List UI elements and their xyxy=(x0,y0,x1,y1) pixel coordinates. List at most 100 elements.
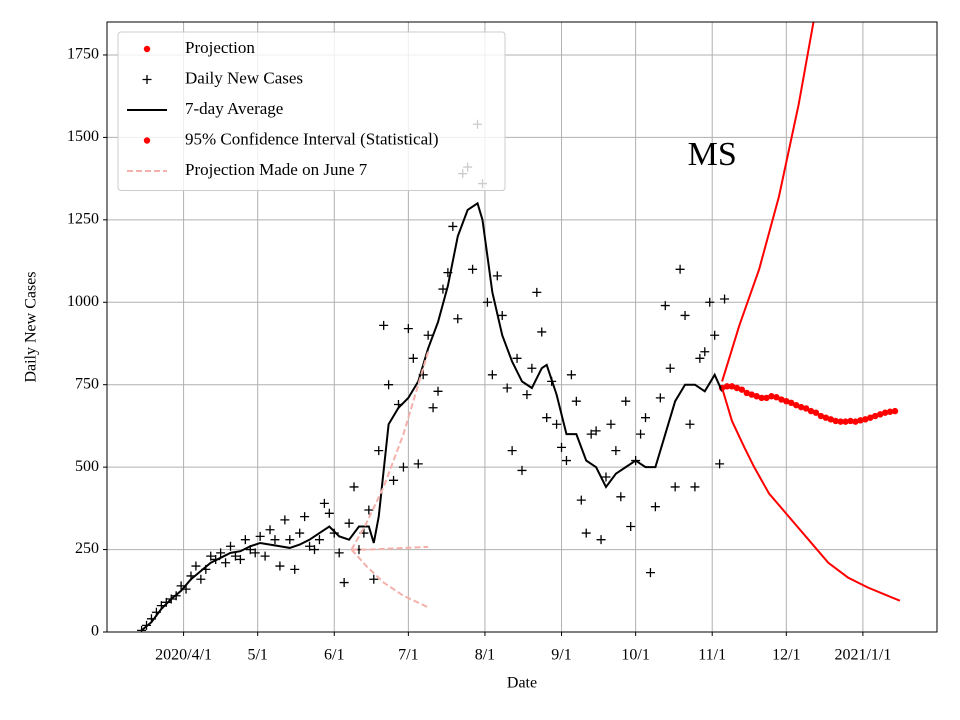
case-point xyxy=(660,301,670,311)
legend-box xyxy=(117,31,506,191)
x-tick-label: 2020/4/1 xyxy=(155,647,212,664)
case-point xyxy=(275,561,285,571)
projection-point xyxy=(881,409,889,416)
x-tick-label: 2021/1/1 xyxy=(834,647,891,664)
case-point xyxy=(710,330,720,340)
projection-point xyxy=(822,414,830,421)
projection-point xyxy=(852,418,859,425)
case-point xyxy=(695,353,705,363)
case-point xyxy=(408,353,418,363)
x-tick-label: 7/1 xyxy=(398,647,418,664)
case-point xyxy=(300,512,310,522)
case-point xyxy=(527,363,537,373)
projection-point xyxy=(788,399,795,407)
case-point xyxy=(260,551,270,561)
legend-marker xyxy=(143,137,151,144)
axes-frame xyxy=(106,21,938,633)
projection-point xyxy=(783,397,790,405)
case-point xyxy=(591,426,601,436)
case-point xyxy=(339,578,349,588)
case-point xyxy=(675,264,685,274)
y-tick-label: 1750 xyxy=(67,46,99,63)
legend-label: Projection Made on June 7 xyxy=(185,160,368,179)
series-line xyxy=(721,22,815,382)
x-axis-label: Date xyxy=(507,675,537,692)
y-tick-label: 1500 xyxy=(67,128,99,145)
case-point xyxy=(349,482,359,492)
case-point xyxy=(621,396,631,406)
projection-point xyxy=(891,407,899,415)
projection-point xyxy=(738,386,746,393)
case-point xyxy=(235,554,245,564)
case-point xyxy=(423,330,433,340)
projection-point xyxy=(753,393,760,400)
case-point xyxy=(492,271,502,281)
case-point xyxy=(720,294,730,304)
projection-point xyxy=(768,393,775,400)
projection-point xyxy=(773,394,780,401)
case-point xyxy=(221,558,231,568)
case-point xyxy=(616,492,626,502)
legend-marker xyxy=(143,45,151,53)
projection-point xyxy=(758,394,765,402)
case-point xyxy=(334,548,344,558)
projection-point xyxy=(847,417,854,425)
projection-point xyxy=(827,416,834,423)
projection-point xyxy=(728,383,736,390)
x-tick-label: 10/1 xyxy=(621,647,649,664)
case-point xyxy=(497,310,507,320)
case-point xyxy=(250,548,260,558)
case-point xyxy=(374,446,384,456)
x-tick-label: 12/1 xyxy=(772,647,800,664)
y-tick-label: 1000 xyxy=(67,293,99,310)
case-point xyxy=(601,472,611,482)
case-point xyxy=(507,446,517,456)
case-point xyxy=(384,380,394,390)
projection-point xyxy=(842,418,849,425)
projection-point xyxy=(886,408,894,415)
y-axis-label: Daily New Cases xyxy=(23,271,40,382)
plot-area: MS xyxy=(137,22,901,632)
legend: Projection Daily New Cases 7-day Average 95… xyxy=(117,31,506,191)
projection-point xyxy=(862,416,869,423)
projection-point xyxy=(763,394,770,402)
case-point xyxy=(438,284,448,294)
case-point xyxy=(379,320,389,330)
case-point xyxy=(655,393,665,403)
case-point xyxy=(319,498,329,508)
projection-point xyxy=(723,383,731,390)
legend-label: 95% Confidence Interval (Statistical) xyxy=(185,129,439,148)
case-point xyxy=(285,535,295,545)
y-tick-label: 250 xyxy=(75,540,99,557)
case-point xyxy=(487,370,497,380)
series-line xyxy=(350,351,430,551)
case-point xyxy=(230,551,240,561)
projection-point xyxy=(797,403,805,411)
case-point xyxy=(557,442,567,452)
case-point xyxy=(206,551,216,561)
case-point xyxy=(280,515,290,525)
case-point xyxy=(561,456,571,466)
projection-point xyxy=(876,411,884,418)
projection-point xyxy=(748,391,755,398)
case-point xyxy=(611,446,621,456)
case-point xyxy=(240,535,250,545)
case-point xyxy=(542,413,552,423)
annotation: MS xyxy=(688,136,737,173)
projection-point xyxy=(837,418,844,425)
projection-point xyxy=(807,407,815,415)
case-point xyxy=(596,535,606,545)
case-point xyxy=(428,403,438,413)
x-tick-label: 6/1 xyxy=(324,647,344,664)
legend-label: Projection xyxy=(185,38,255,57)
projection-point xyxy=(867,414,874,421)
series-line xyxy=(140,201,724,632)
case-point xyxy=(571,396,581,406)
case-point xyxy=(636,429,646,439)
case-point xyxy=(685,419,695,429)
x-tick-label: 9/1 xyxy=(551,647,571,664)
case-point xyxy=(398,462,408,472)
case-point xyxy=(137,625,147,632)
case-point xyxy=(403,324,413,334)
case-point xyxy=(641,413,651,423)
